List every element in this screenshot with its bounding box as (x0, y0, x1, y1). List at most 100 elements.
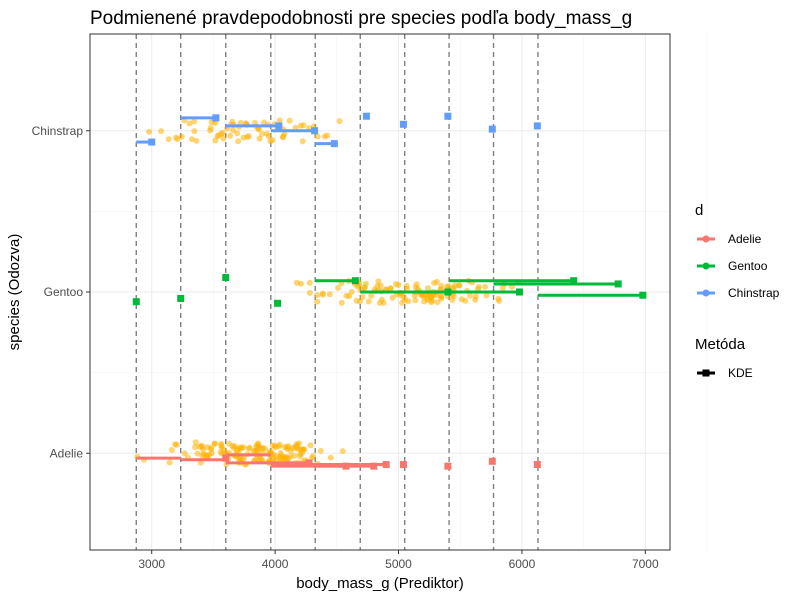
point-adelie (533, 461, 541, 469)
observation-point (146, 128, 153, 135)
x-tick-label: 7000 (632, 557, 659, 571)
point-gentoo (444, 288, 452, 296)
observation-point (472, 293, 479, 300)
observation-point (412, 297, 419, 304)
observation-point (300, 446, 307, 453)
observation-point (425, 285, 431, 292)
observation-point (395, 282, 402, 288)
point-chinstrap (533, 122, 541, 130)
observation-point (412, 284, 419, 291)
observation-point (259, 444, 266, 451)
probability-points (132, 112, 647, 470)
legend-color-keys: Adelie Gentoo Chinstrap (697, 232, 780, 300)
observation-point (389, 294, 396, 301)
x-tick-label: 4000 (262, 557, 289, 571)
y-tick-label: Chinstrap (32, 124, 84, 138)
x-tick-label: 6000 (509, 557, 536, 571)
observation-point (192, 444, 198, 451)
point-gentoo (351, 277, 359, 285)
observation-point (230, 444, 237, 451)
point-gentoo (639, 291, 647, 299)
observation-point (253, 442, 260, 448)
observation-point (438, 293, 445, 300)
legend-label: KDE (728, 366, 753, 380)
observation-point (281, 444, 288, 451)
observation-point (191, 118, 198, 125)
observation-point (227, 132, 234, 139)
observation-point (476, 284, 482, 290)
observation-point (186, 120, 193, 127)
observation-point (240, 134, 247, 141)
point-adelie (370, 462, 378, 470)
observation-point (158, 128, 165, 135)
observation-point (431, 280, 438, 286)
observation-point (173, 134, 179, 141)
observation-point (365, 298, 372, 305)
point-adelie (399, 461, 407, 469)
point-gentoo (274, 299, 282, 307)
observation-point (326, 291, 333, 298)
observation-point (265, 133, 272, 140)
observation-point (421, 298, 428, 305)
observation-point (165, 136, 172, 143)
point-gentoo (177, 294, 185, 302)
y-axis: Adelie Gentoo Chinstrap (32, 124, 90, 460)
observation-point (234, 130, 241, 137)
observation-point (359, 294, 366, 300)
observation-point (482, 283, 489, 290)
observation-point (462, 297, 469, 304)
observation-point (294, 442, 300, 449)
legend-key-point (702, 262, 710, 270)
observation-point (455, 282, 462, 289)
observation-point (191, 128, 198, 135)
observation-point (483, 292, 490, 299)
point-adelie (305, 459, 313, 467)
point-gentoo (132, 298, 140, 306)
observation-point (197, 459, 204, 466)
legend-label: Chinstrap (728, 286, 780, 300)
observation-point (403, 283, 410, 289)
observation-point (256, 135, 263, 142)
observation-point (226, 440, 233, 447)
observation-point (306, 279, 313, 286)
observation-point (428, 294, 434, 301)
observation-point (376, 300, 383, 306)
observation-point (309, 454, 316, 461)
observation-point (339, 448, 346, 455)
observation-point (357, 298, 363, 305)
point-adelie (488, 457, 496, 465)
observation-point (346, 293, 353, 300)
legend-key-point (702, 235, 710, 243)
observation-point (317, 447, 324, 454)
legend-method-keys: KDE (697, 366, 753, 380)
observation-point (335, 284, 341, 291)
observation-point (211, 440, 218, 447)
x-axis-title: body_mass_g (Prediktor) (296, 575, 464, 592)
observation-point (307, 442, 314, 449)
legend-color-title: d (695, 202, 703, 219)
observation-point (445, 283, 452, 290)
observation-point (215, 132, 222, 139)
observation-point (217, 449, 224, 455)
observation-point (297, 280, 304, 287)
observation-point (377, 282, 384, 289)
observation-point (280, 455, 287, 462)
observation-point (203, 452, 210, 459)
observation-point (166, 459, 173, 466)
y-axis-title: species (Odozva) (6, 234, 23, 351)
observation-point (267, 138, 274, 145)
point-chinstrap (148, 138, 156, 146)
observation-point (314, 292, 321, 299)
legend-key-square (702, 369, 710, 377)
chart-title: Podmienené pravdepodobnosti pre species … (90, 8, 632, 29)
x-axis: 3000 4000 5000 6000 7000 (138, 550, 659, 571)
point-gentoo (222, 273, 230, 281)
point-gentoo (570, 277, 578, 285)
observation-point (314, 133, 321, 140)
point-chinstrap (444, 112, 452, 120)
point-gentoo (614, 280, 622, 288)
observation-point (246, 444, 253, 451)
observation-point (220, 135, 227, 142)
observation-point (405, 298, 412, 305)
